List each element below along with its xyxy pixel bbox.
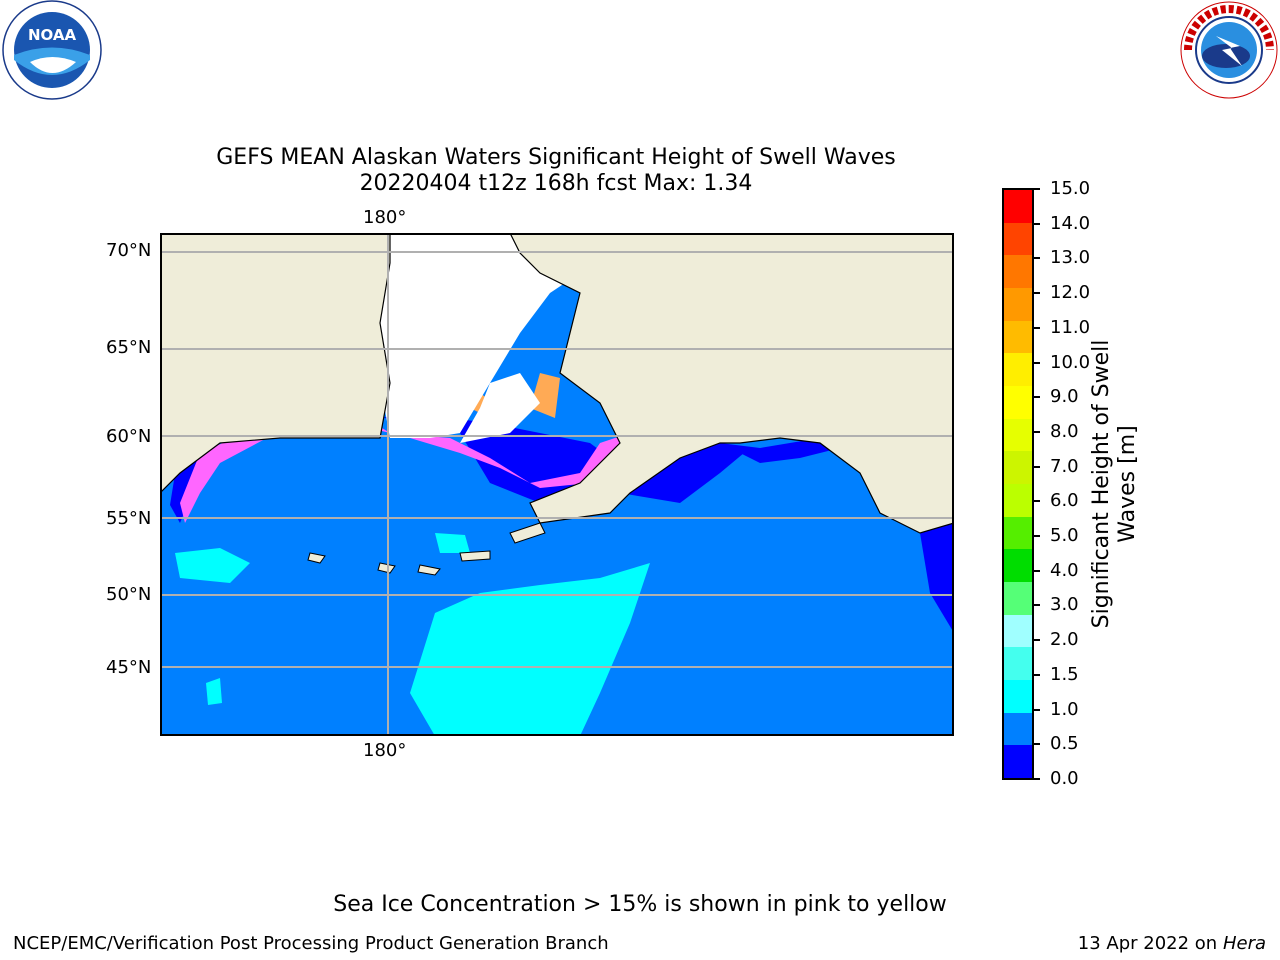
colorbar-tick-mark xyxy=(1034,639,1040,642)
colorbar-stack xyxy=(1004,189,1032,778)
colorbar-tick-label: 3.0 xyxy=(1050,594,1079,616)
colorbar-segment-5 xyxy=(1004,581,1032,615)
colorbar-tick-label: 7.0 xyxy=(1050,455,1079,477)
footer-left: NCEP/EMC/Verification Post Processing Pr… xyxy=(13,933,609,954)
nws-logo-icon xyxy=(1180,1,1278,99)
map-frame xyxy=(160,233,954,736)
colorbar-tick-mark xyxy=(1034,778,1040,780)
colorbar-segment-10 xyxy=(1004,418,1032,452)
colorbar-tick-label: 6.0 xyxy=(1050,490,1079,512)
lat-label-60: 60°N xyxy=(106,426,152,447)
colorbar xyxy=(1002,188,1034,780)
lon-label-top: 180° xyxy=(363,207,407,228)
map-svg xyxy=(160,233,954,736)
colorbar-tick-mark xyxy=(1034,257,1040,260)
colorbar-tick-mark xyxy=(1034,292,1040,295)
graticule xyxy=(160,233,954,736)
title-line-2: 20220404 t12z 168h fcst Max: 1.34 xyxy=(359,171,753,196)
colorbar-tick-label: 1.5 xyxy=(1050,663,1079,685)
colorbar-tick-label: 4.0 xyxy=(1050,559,1079,581)
colorbar-segment-9 xyxy=(1004,451,1032,484)
colorbar-segment-4 xyxy=(1004,614,1032,648)
noaa-logo: NOAA xyxy=(0,0,105,100)
colorbar-tick-mark xyxy=(1034,569,1040,572)
colorbar-tick-label: 15.0 xyxy=(1050,178,1091,199)
land-alaska xyxy=(509,233,954,534)
map-panel xyxy=(160,233,954,736)
colorbar-segment-15 xyxy=(1004,255,1032,288)
colorbar-segment-12 xyxy=(1004,353,1032,386)
colorbar-segment-0 xyxy=(1004,745,1032,778)
colorbar-tick-mark xyxy=(1034,396,1040,399)
colorbar-tick-mark xyxy=(1034,326,1040,329)
lat-label-45: 45°N xyxy=(106,657,152,678)
colorbar-tick-label: 14.0 xyxy=(1050,212,1091,234)
colorbar-tick-mark xyxy=(1034,361,1040,364)
colorbar-label-line-1: Significant Height of Swell xyxy=(1089,339,1114,629)
colorbar-segment-16 xyxy=(1004,222,1032,256)
colorbar-tick-mark xyxy=(1034,500,1040,503)
colorbar-segment-1 xyxy=(1004,712,1032,746)
colorbar-segment-11 xyxy=(1004,385,1032,419)
colorbar-segment-14 xyxy=(1004,287,1032,321)
colorbar-tick-mark xyxy=(1034,465,1040,468)
colorbar-tick-mark xyxy=(1034,222,1040,225)
colorbar-tick-label: 1.0 xyxy=(1050,698,1079,720)
colorbar-tick-label: 12.0 xyxy=(1050,282,1091,304)
colorbar-tick-label: 8.0 xyxy=(1050,420,1079,442)
colorbar-tick-mark xyxy=(1034,673,1040,676)
high-swell-region xyxy=(410,563,650,736)
lat-label-65: 65°N xyxy=(106,337,152,358)
colorbar-tick-mark xyxy=(1034,743,1040,746)
colorbar-tick-mark xyxy=(1034,708,1040,711)
colorbar-label-line-2: Waves [m] xyxy=(1115,425,1140,543)
colorbar-segment-8 xyxy=(1004,483,1032,517)
colorbar-segment-13 xyxy=(1004,320,1032,354)
colorbar-tick-label: 10.0 xyxy=(1050,351,1091,373)
noaa-logo-icon: NOAA xyxy=(2,0,102,100)
title-line-1: GEFS MEAN Alaskan Waters Significant Hei… xyxy=(216,145,896,170)
lat-label-55: 55°N xyxy=(106,508,152,529)
colorbar-segment-7 xyxy=(1004,516,1032,550)
colorbar-tick-label: 0.5 xyxy=(1050,733,1079,755)
colorbar-segment-6 xyxy=(1004,549,1032,582)
colorbar-segment-2 xyxy=(1004,679,1032,713)
colorbar-segment-3 xyxy=(1004,647,1032,680)
colorbar-tick-mark xyxy=(1034,535,1040,538)
lat-label-50: 50°N xyxy=(106,584,152,605)
colorbar-tick-label: 9.0 xyxy=(1050,386,1079,408)
colorbar-tick-mark xyxy=(1034,604,1040,607)
footer-date: 13 Apr 2022 on xyxy=(1077,933,1223,954)
open-water-white xyxy=(380,233,590,438)
nws-logo xyxy=(1178,0,1280,100)
low-swell-region xyxy=(280,413,630,513)
colorbar-tick-label: 13.0 xyxy=(1050,247,1091,269)
colorbar-tick-mark xyxy=(1034,188,1040,190)
colorbar-tick-label: 2.0 xyxy=(1050,629,1079,651)
footer-host: Hera xyxy=(1222,933,1266,954)
chart-title: GEFS MEAN Alaskan Waters Significant Hei… xyxy=(0,145,1112,197)
colorbar-ticks: 15.0 14.0 13.0 12.0 11.0 10.0 9.0 8.0 7.0 6.0 5.0 4… xyxy=(1034,178,1114,789)
colorbar-tick-mark xyxy=(1034,430,1040,433)
svg-text:NOAA: NOAA xyxy=(28,26,77,44)
lat-label-70: 70°N xyxy=(106,240,152,261)
colorbar-tick-label: 11.0 xyxy=(1050,316,1091,338)
footer-right: 13 Apr 2022 on Hera xyxy=(1078,933,1266,954)
lon-label-bottom: 180° xyxy=(363,740,407,761)
colorbar-tick-label: 0.0 xyxy=(1050,768,1079,789)
colorbar-tick-label: 5.0 xyxy=(1050,525,1079,547)
ice-note: Sea Ice Concentration > 15% is shown in … xyxy=(333,892,947,917)
colorbar-segment-17 xyxy=(1004,189,1032,223)
